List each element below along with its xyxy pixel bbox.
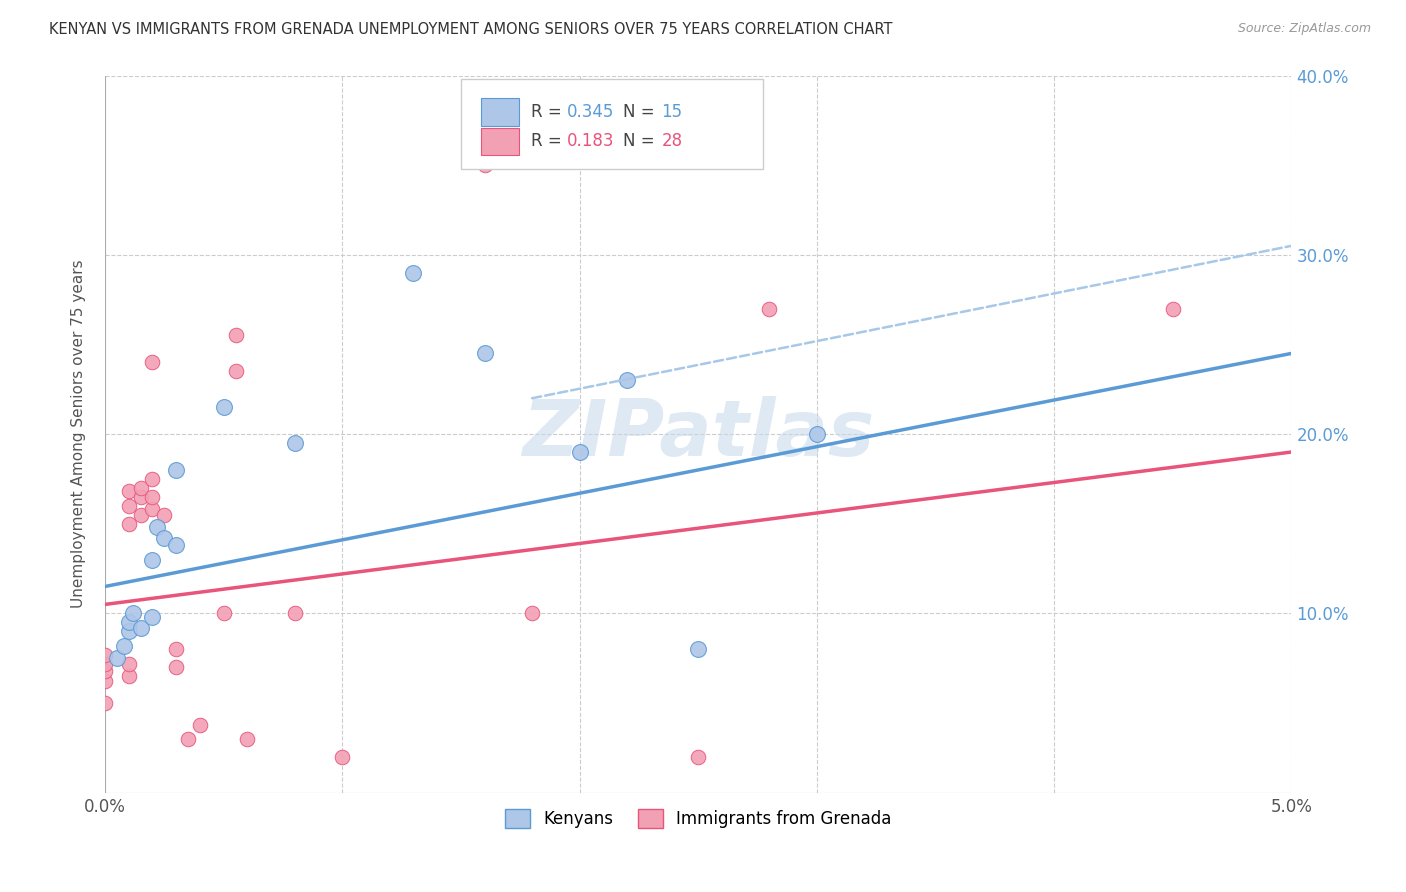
Point <box>141 552 163 566</box>
Point <box>105 651 128 665</box>
Point <box>118 624 141 639</box>
Text: R =: R = <box>531 133 567 151</box>
Point <box>520 607 543 621</box>
Point <box>224 328 246 343</box>
Text: ZIPatlas: ZIPatlas <box>522 396 875 472</box>
Text: 0.183: 0.183 <box>567 133 614 151</box>
Point <box>177 731 200 746</box>
Point <box>688 642 710 657</box>
Point <box>224 364 246 378</box>
Point <box>688 749 710 764</box>
Point <box>616 373 638 387</box>
Point <box>94 664 117 678</box>
Text: R =: R = <box>531 103 567 121</box>
Point <box>129 508 152 522</box>
Point <box>165 538 187 552</box>
Point <box>474 346 496 360</box>
Point <box>94 648 117 662</box>
Point <box>118 484 141 499</box>
Point <box>118 516 141 531</box>
Point <box>212 607 235 621</box>
Text: KENYAN VS IMMIGRANTS FROM GRENADA UNEMPLOYMENT AMONG SENIORS OVER 75 YEARS CORRE: KENYAN VS IMMIGRANTS FROM GRENADA UNEMPL… <box>49 22 893 37</box>
Point <box>118 615 141 630</box>
Y-axis label: Unemployment Among Seniors over 75 years: Unemployment Among Seniors over 75 years <box>72 260 86 608</box>
Point <box>141 490 163 504</box>
Point <box>118 669 141 683</box>
Point <box>94 657 117 671</box>
Text: Source: ZipAtlas.com: Source: ZipAtlas.com <box>1237 22 1371 36</box>
Point <box>165 660 187 674</box>
Legend: Kenyans, Immigrants from Grenada: Kenyans, Immigrants from Grenada <box>498 802 898 835</box>
FancyBboxPatch shape <box>461 79 763 169</box>
Point <box>758 301 780 316</box>
Point <box>153 531 176 545</box>
Text: 0.345: 0.345 <box>567 103 614 121</box>
Point <box>122 607 145 621</box>
Text: 15: 15 <box>661 103 682 121</box>
Point <box>118 499 141 513</box>
Point <box>330 749 353 764</box>
Point <box>212 400 235 414</box>
Point <box>141 472 163 486</box>
Point <box>165 642 187 657</box>
Point <box>129 490 152 504</box>
Text: 28: 28 <box>661 133 682 151</box>
Point <box>129 481 152 495</box>
Point <box>146 520 169 534</box>
Point <box>402 266 425 280</box>
Point <box>153 508 176 522</box>
FancyBboxPatch shape <box>481 128 519 155</box>
Text: N =: N = <box>623 133 661 151</box>
Point <box>284 607 307 621</box>
Point <box>112 639 135 653</box>
Point <box>94 696 117 710</box>
Point <box>141 610 163 624</box>
Text: N =: N = <box>623 103 661 121</box>
FancyBboxPatch shape <box>481 98 519 126</box>
Point <box>236 731 259 746</box>
Point <box>568 445 591 459</box>
Point <box>474 158 496 172</box>
Point <box>284 436 307 450</box>
Point <box>141 502 163 516</box>
Point <box>141 355 163 369</box>
Point <box>129 621 152 635</box>
Point <box>806 427 828 442</box>
Point <box>165 463 187 477</box>
Point <box>118 657 141 671</box>
Point <box>94 674 117 689</box>
Point <box>1161 301 1184 316</box>
Point <box>188 717 211 731</box>
